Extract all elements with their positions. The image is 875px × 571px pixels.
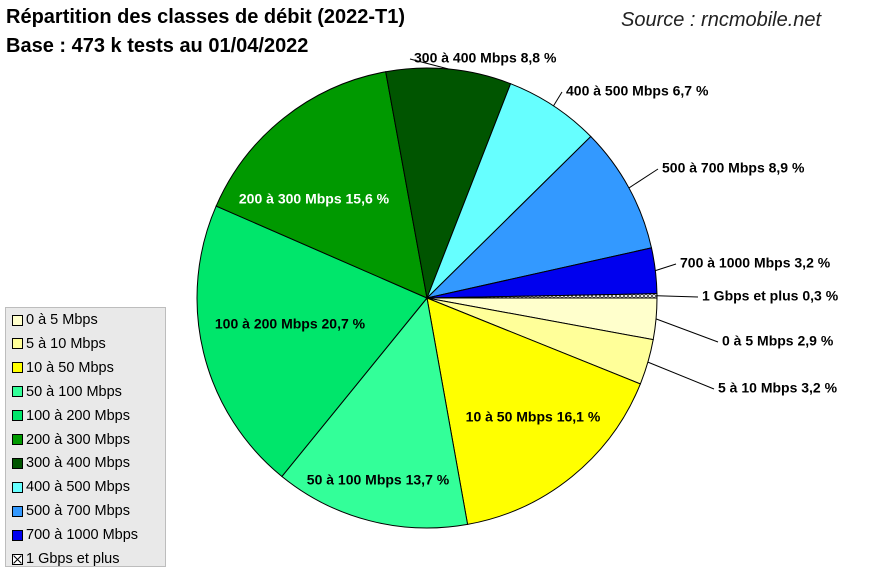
legend-swatch [12, 338, 23, 350]
pie-slice [215, 71, 428, 299]
slice-label: 200 à 300 Mbps 15,6 % [239, 191, 390, 207]
legend-item: 5 à 10 Mbps [12, 334, 106, 354]
slice-label: 500 à 700 Mbps 8,9 % [662, 160, 805, 176]
legend-item: 500 à 700 Mbps [12, 501, 130, 521]
label-leader-line [647, 361, 715, 390]
chart-legend: 0 à 5 Mbps 5 à 10 Mbps 10 à 50 Mbps 50 à 10… [5, 307, 166, 567]
slice-label: 100 à 200 Mbps 20,7 % [215, 316, 366, 332]
pie-slice [281, 296, 469, 529]
legend-swatch [12, 314, 23, 326]
legend-item: 100 à 200 Mbps [12, 406, 130, 426]
legend-swatch [12, 410, 23, 422]
label-leader-line [409, 58, 450, 70]
chart-subtitle: Base : 473 k tests au 01/04/2022 [6, 35, 309, 57]
legend-swatch [12, 362, 23, 374]
pie-slice [196, 205, 428, 478]
legend-item: 400 à 500 Mbps [12, 477, 130, 497]
slice-label: 5 à 10 Mbps 3,2 % [718, 380, 838, 396]
legend-item: 200 à 300 Mbps [12, 430, 130, 450]
label-leader-line [655, 318, 719, 343]
pie-slice [426, 293, 658, 299]
label-leader-line [628, 168, 659, 189]
chart-title: Répartition des classes de débit (2022-T… [6, 6, 406, 28]
legend-swatch [12, 481, 23, 493]
pie-slice [426, 297, 642, 525]
legend-item: 700 à 1000 Mbps [12, 525, 138, 545]
legend-label: 0 à 5 Mbps [26, 312, 98, 328]
legend-item: 50 à 100 Mbps [12, 382, 122, 402]
slice-label: 300 à 400 Mbps 8,8 % [414, 50, 557, 66]
legend-swatch [12, 434, 23, 445]
label-leader-line [656, 295, 699, 298]
legend-item: 1 Gbps et plus [12, 549, 120, 569]
slice-label: 1 Gbps et plus 0,3 % [702, 288, 839, 304]
legend-label: 1 Gbps et plus [26, 551, 120, 567]
legend-label: 500 à 700 Mbps [26, 503, 130, 520]
slice-label: 50 à 100 Mbps 13,7 % [307, 472, 450, 488]
label-leader-line [553, 91, 563, 107]
legend-label: 5 à 10 Mbps [26, 335, 106, 352]
legend-label: 700 à 1000 Mbps [26, 527, 139, 544]
legend-label: 50 à 100 Mbps [26, 383, 122, 400]
chart-source: Source : rncmobile.net [621, 9, 822, 31]
legend-swatch [12, 529, 23, 541]
legend-swatch [12, 457, 23, 469]
slice-label: 700 à 1000 Mbps 3,2 % [680, 255, 831, 271]
legend-swatch [12, 505, 23, 517]
legend-label: 300 à 400 Mbps [26, 455, 130, 472]
legend-swatch [12, 386, 23, 398]
label-leader-line [655, 263, 677, 272]
slice-label: 0 à 5 Mbps 2,9 % [722, 333, 834, 349]
legend-item: 300 à 400 Mbps [12, 453, 130, 473]
legend-item: 10 à 50 Mbps [12, 358, 114, 378]
legend-label: 10 à 50 Mbps [26, 359, 114, 376]
legend-label: 400 à 500 Mbps [26, 479, 130, 496]
legend-label: 100 à 200 Mbps [26, 407, 130, 424]
legend-item: 0 à 5 Mbps [12, 310, 98, 330]
slice-label: 400 à 500 Mbps 6,7 % [566, 83, 709, 99]
legend-label: 200 à 300 Mbps [26, 431, 130, 448]
slice-label: 10 à 50 Mbps 16,1 % [466, 409, 601, 425]
legend-swatch [12, 553, 23, 565]
pie-slice [425, 135, 653, 299]
